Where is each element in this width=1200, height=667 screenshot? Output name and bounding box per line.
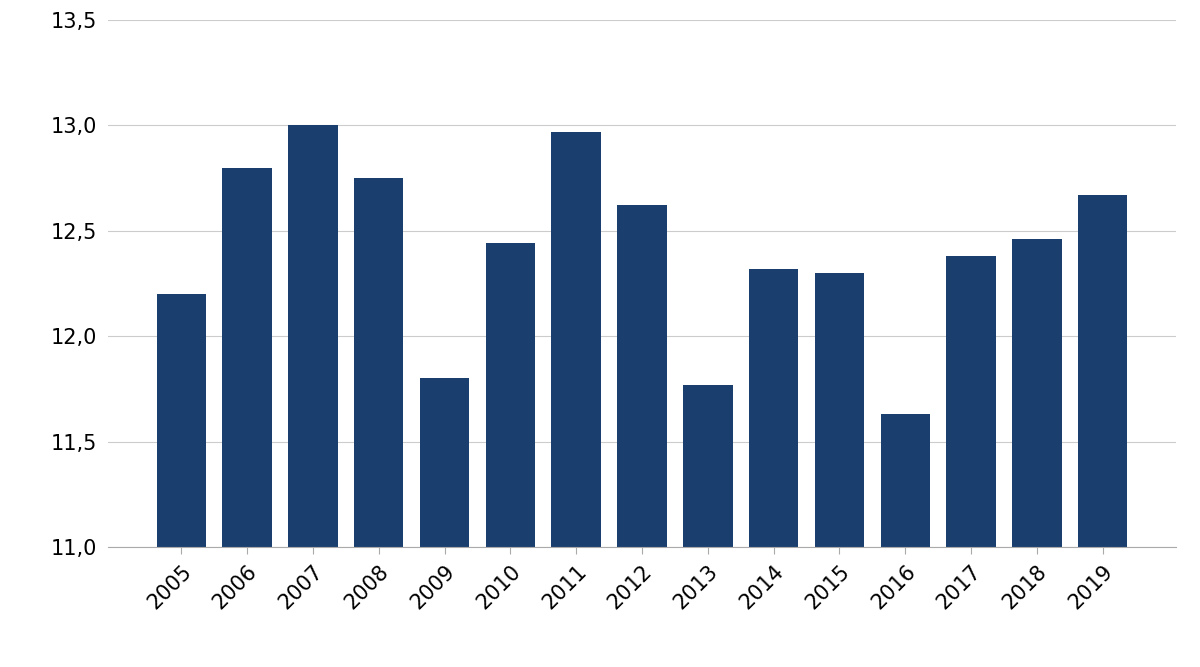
Bar (749, 269, 798, 547)
Bar (947, 256, 996, 547)
Bar (288, 125, 337, 547)
Bar (881, 414, 930, 547)
Bar (156, 294, 206, 547)
Bar (486, 243, 535, 547)
Bar (617, 205, 667, 547)
Bar (354, 178, 403, 547)
Bar (420, 378, 469, 547)
Bar (815, 273, 864, 547)
Bar (552, 131, 601, 547)
Bar (683, 385, 732, 547)
Bar (1013, 239, 1062, 547)
Bar (222, 167, 271, 547)
Bar (1078, 195, 1128, 547)
